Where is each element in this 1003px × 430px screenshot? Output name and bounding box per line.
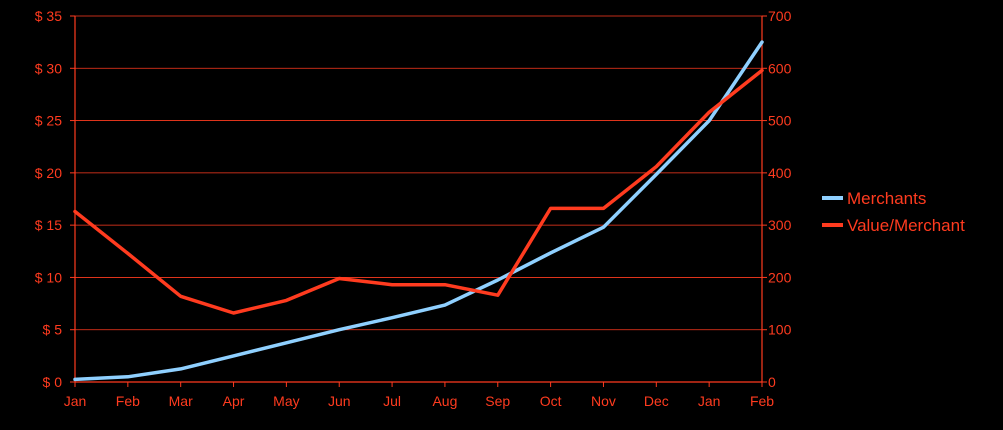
y-left-tick-label: $ 5 — [43, 322, 63, 338]
x-tick-label: Mar — [169, 393, 193, 409]
x-axis: Jan Feb Mar Apr May Jun Jul Aug Sep Oct Nov Dec Jan F… — [64, 382, 774, 409]
x-tick-label: Jul — [383, 393, 401, 409]
y-right-tick-label: 700 — [768, 8, 792, 24]
legend: Merchants Value/Merchant — [822, 189, 965, 235]
axes — [74, 16, 763, 383]
x-tick-label: Sep — [485, 393, 510, 409]
y-left-tick-label: $ 10 — [35, 269, 62, 285]
series-line-merchants — [73, 40, 764, 382]
y-right-tick-label: 100 — [768, 322, 792, 338]
y-right-tick-label: 200 — [768, 269, 792, 285]
x-tick-label: Jun — [328, 393, 351, 409]
y-left-tick-label: $ 15 — [35, 217, 62, 233]
x-tick-label: Aug — [432, 393, 457, 409]
legend-label-merchants: Merchants — [847, 189, 926, 208]
series-line-value-merchant — [73, 68, 764, 315]
y-axis-right: 0 100 200 300 400 500 600 700 — [762, 8, 792, 390]
x-tick-label: Dec — [644, 393, 669, 409]
y-left-tick-label: $ 25 — [35, 113, 62, 129]
x-tick-label: May — [273, 393, 299, 409]
x-tick-label: Feb — [750, 393, 774, 409]
y-right-tick-label: 600 — [768, 60, 792, 76]
y-right-tick-label: 400 — [768, 165, 792, 181]
y-right-tick-label: 300 — [768, 217, 792, 233]
y-right-tick-label: 500 — [768, 113, 792, 129]
legend-label-value-merchant: Value/Merchant — [847, 216, 965, 235]
x-tick-label: Jan — [698, 393, 721, 409]
y-left-tick-label: $ 20 — [35, 165, 62, 181]
series-lines — [73, 40, 764, 382]
x-tick-label: Nov — [591, 393, 616, 409]
y-left-tick-label: $ 35 — [35, 8, 62, 24]
x-tick-label: Oct — [540, 393, 562, 409]
gridlines — [75, 15, 762, 331]
x-tick-label: Jan — [64, 393, 87, 409]
y-left-tick-label: $ 30 — [35, 60, 62, 76]
y-axis-left: $ 0 $ 5 $ 10 $ 15 $ 20 $ 25 $ 30 $ 35 — [35, 8, 75, 390]
y-right-tick-label: 0 — [768, 374, 776, 390]
x-tick-label: Apr — [223, 393, 245, 409]
x-tick-label: Feb — [116, 393, 140, 409]
y-left-tick-label: $ 0 — [43, 374, 63, 390]
